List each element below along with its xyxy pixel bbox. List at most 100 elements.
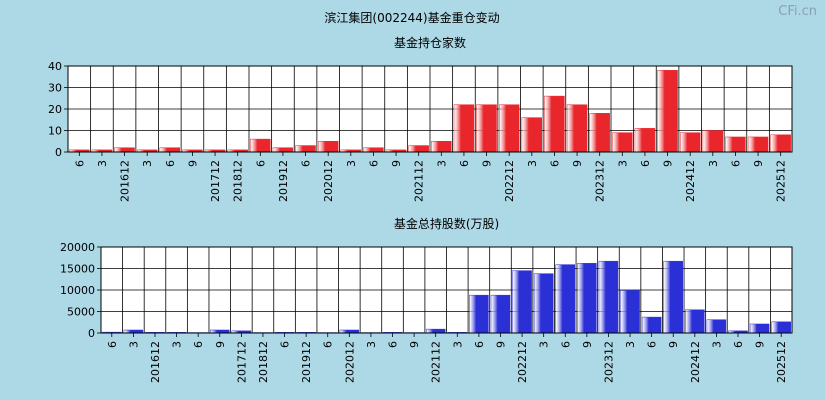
bar (770, 134, 791, 153)
x-tick-label: 6 (254, 160, 267, 167)
x-tick-label: 6 (300, 160, 313, 167)
bar (317, 141, 339, 153)
bar (544, 95, 565, 153)
bar (612, 132, 633, 153)
x-tick-label: 201612 (149, 341, 162, 383)
x-tick-label: 6 (279, 341, 292, 348)
x-tick-label: 3 (345, 160, 358, 167)
bar (555, 264, 576, 334)
x-tick-label: 201712 (235, 341, 248, 383)
x-tick-label: 201812 (257, 341, 270, 383)
y-tick-label: 15000 (60, 263, 95, 276)
x-tick-label: 3 (451, 341, 464, 348)
x-tick-label: 3 (365, 341, 378, 348)
bar (749, 323, 770, 334)
x-tick-label: 9 (571, 160, 584, 167)
bar (476, 104, 497, 153)
y-tick-label: 10 (48, 125, 62, 138)
bar (620, 290, 640, 334)
watermark: CFi.cn (778, 4, 817, 19)
bar (469, 294, 489, 334)
x-tick-label: 6 (646, 341, 659, 348)
bar (679, 132, 701, 153)
bar (685, 309, 705, 334)
x-tick-label: 201712 (209, 160, 222, 202)
bar (114, 147, 135, 153)
bar (512, 270, 532, 334)
x-tick-label: 6 (559, 341, 572, 348)
x-tick-label: 9 (667, 341, 680, 348)
x-tick-label: 9 (581, 341, 594, 348)
bar (641, 316, 662, 334)
bar (706, 319, 727, 334)
x-tick-label: 6 (387, 341, 400, 348)
page-title: 滨江集团(002244)基金重仓变动 (324, 10, 499, 25)
bar (272, 147, 294, 153)
x-tick-label: 202112 (413, 160, 426, 202)
x-tick-label: 3 (171, 341, 184, 348)
x-tick-label: 3 (141, 160, 154, 167)
bar (702, 130, 724, 153)
x-tick-label: 9 (754, 341, 767, 348)
x-tick-label: 3 (707, 160, 720, 167)
holdings-count-chart: 基金持仓家数 0 10 20 30 40 6 3 201612 3 6 9 201712 201812 6 2… (48, 35, 793, 202)
bar (408, 145, 429, 153)
x-tick-label: 6 (322, 341, 335, 348)
bar (589, 113, 610, 153)
bar (453, 104, 475, 153)
x-tick-label: 6 (473, 341, 486, 348)
bar (598, 260, 619, 334)
x-tick-label: 9 (494, 341, 507, 348)
x-tick-label: 202412 (689, 341, 702, 383)
y-tick-label: 40 (48, 60, 62, 73)
y-tick-label: 20000 (60, 241, 95, 254)
y-tick-label: 5000 (67, 306, 95, 319)
plot-border (100, 246, 793, 334)
bar (533, 273, 554, 334)
x-tick-label: 202012 (343, 341, 356, 383)
x-tick-label: 3 (96, 160, 109, 167)
bar (747, 136, 769, 153)
bar (634, 128, 656, 153)
y-tick-label: 0 (88, 327, 95, 340)
y-tick-label: 0 (55, 146, 62, 159)
bar (577, 263, 597, 334)
y-tick-label: 10000 (60, 284, 95, 297)
x-tick-label: 9 (408, 341, 421, 348)
bar (431, 141, 452, 153)
x-tick-label: 6 (164, 160, 177, 167)
bar (725, 136, 746, 153)
bar (490, 294, 511, 334)
x-tick-label: 202112 (430, 341, 443, 383)
bar (566, 104, 588, 153)
x-tick-label: 3 (127, 341, 140, 348)
bar (295, 145, 316, 153)
x-tick-label: 6 (729, 160, 742, 167)
x-tick-label: 9 (186, 160, 199, 167)
x-tick-label: 202212 (503, 160, 516, 202)
bar (771, 321, 791, 334)
x-tick-label: 202012 (322, 160, 335, 202)
bar (657, 70, 678, 153)
x-tick-label: 6 (639, 160, 652, 167)
x-tick-label: 6 (732, 341, 745, 348)
x-tick-label: 202312 (594, 160, 607, 202)
x-tick-label: 202412 (684, 160, 697, 202)
x-tick-label: 201812 (232, 160, 245, 202)
x-tick-label: 201912 (277, 160, 290, 202)
bar (663, 260, 683, 334)
x-tick-label: 9 (214, 341, 227, 348)
x-tick-label: 3 (526, 160, 539, 167)
bar (521, 117, 543, 153)
x-tick-label: 3 (538, 341, 551, 348)
x-tick-label: 9 (481, 160, 494, 167)
x-tick-label: 9 (390, 160, 403, 167)
x-tick-label: 9 (662, 160, 675, 167)
x-tick-label: 6 (106, 341, 119, 348)
y-tick-label: 30 (48, 82, 62, 95)
x-tick-label: 201912 (300, 341, 313, 383)
x-tick-label: 6 (192, 341, 205, 348)
x-tick-label: 6 (73, 160, 86, 167)
x-tick-label: 6 (458, 160, 471, 167)
